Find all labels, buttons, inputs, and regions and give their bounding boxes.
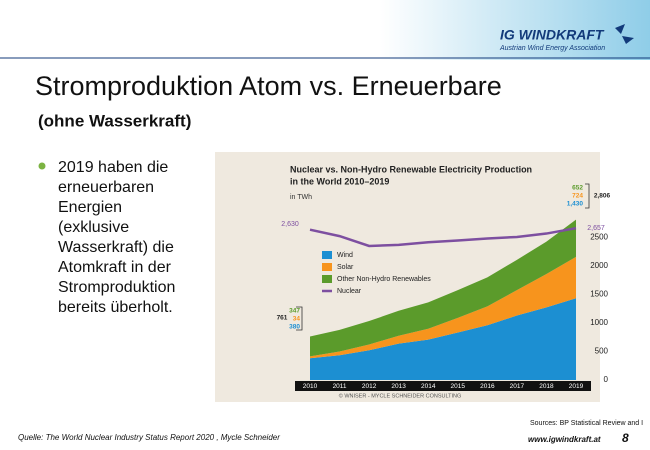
x-tick-label: 2013 bbox=[391, 383, 406, 390]
x-tick-label: 2019 bbox=[569, 383, 584, 390]
x-tick-label: 2018 bbox=[539, 383, 554, 390]
legend-label: Wind bbox=[337, 252, 353, 259]
x-tick-label: 2010 bbox=[303, 383, 318, 390]
legend-label: Nuclear bbox=[337, 288, 362, 295]
footer-source: Quelle: The World Nuclear Industry Statu… bbox=[18, 433, 280, 442]
bullet-line: (exklusive bbox=[58, 219, 129, 236]
bullet-text: 2019 haben die erneuerbaren Energien (exklu… bbox=[58, 159, 175, 316]
bullet-line: bereits überholt. bbox=[58, 299, 173, 316]
value-label: 2,657 bbox=[587, 225, 605, 232]
bullet-line: Atomkraft in der bbox=[58, 259, 172, 276]
line bbox=[309, 226, 577, 248]
legend-label: Solar bbox=[337, 264, 354, 271]
slide-subtitle: (ohne Wasserkraft) bbox=[38, 111, 191, 130]
value-label: 380 bbox=[289, 324, 300, 331]
x-tick-label: 2012 bbox=[362, 383, 377, 390]
bullet-line: Energien bbox=[58, 199, 122, 216]
total-label: 761 bbox=[277, 315, 288, 322]
area bbox=[310, 219, 576, 357]
chart-title: Nuclear vs. Non-Hydro Renewable Electric… bbox=[290, 164, 532, 174]
area bbox=[310, 256, 576, 359]
total-label: 2,806 bbox=[594, 193, 611, 200]
legend-label: Other Non-Hydro Renewables bbox=[337, 276, 431, 283]
y-tick-label: 500 bbox=[595, 347, 609, 356]
chart-unit: in TWh bbox=[290, 194, 312, 201]
y-tick-label: 2500 bbox=[590, 232, 608, 241]
value-label: 34 bbox=[293, 316, 301, 323]
logo-icon bbox=[615, 24, 634, 44]
bullet-dot bbox=[38, 162, 46, 170]
logo-name: IG WINDKRAFT bbox=[500, 27, 605, 43]
value-label: 347 bbox=[289, 308, 300, 315]
bullet-line: erneuerbaren bbox=[58, 179, 154, 196]
logo-tagline: Austrian Wind Energy Association bbox=[499, 45, 605, 52]
sources-right: Sources: BP Statistical Review and I bbox=[530, 420, 643, 427]
page-number: 8 bbox=[622, 431, 629, 445]
bullet-line: Wasserkraft) die bbox=[58, 239, 174, 256]
bullet-line: 2019 haben die bbox=[58, 159, 168, 176]
x-tick-label: 2016 bbox=[480, 383, 495, 390]
area bbox=[310, 298, 576, 380]
x-tick-label: 2011 bbox=[333, 383, 347, 390]
header-band bbox=[380, 0, 650, 60]
chart: Nuclear vs. Non-Hydro Renewable Electric… bbox=[277, 164, 611, 399]
x-tick-label: 2015 bbox=[451, 383, 466, 390]
legend-swatch bbox=[322, 263, 332, 271]
value-label: 724 bbox=[572, 193, 583, 200]
legend-swatch bbox=[322, 275, 332, 283]
value-label: 1,430 bbox=[567, 201, 584, 208]
bracket bbox=[296, 306, 303, 331]
y-tick-label: 0 bbox=[604, 375, 609, 384]
bracket bbox=[585, 183, 590, 209]
legend-swatch bbox=[322, 251, 332, 259]
slide-title: Stromproduktion Atom vs. Erneuerbare bbox=[35, 71, 502, 101]
x-tick-label: 2014 bbox=[421, 383, 436, 390]
y-tick-label: 1000 bbox=[590, 318, 608, 327]
bullet-line: Stromproduktion bbox=[58, 279, 175, 296]
y-tick-label: 1500 bbox=[590, 289, 608, 298]
chart-title: in the World 2010–2019 bbox=[290, 176, 389, 186]
value-label: 2,630 bbox=[281, 221, 299, 228]
x-tick-label: 2017 bbox=[510, 383, 525, 390]
footer-url: www.igwindkraft.at bbox=[528, 435, 601, 444]
chart-credit: © WNISER - MYCLE SCHNEIDER CONSULTING bbox=[339, 392, 462, 399]
y-tick-label: 2000 bbox=[590, 261, 608, 270]
value-label: 652 bbox=[572, 185, 583, 192]
x-axis-bar bbox=[295, 381, 591, 391]
